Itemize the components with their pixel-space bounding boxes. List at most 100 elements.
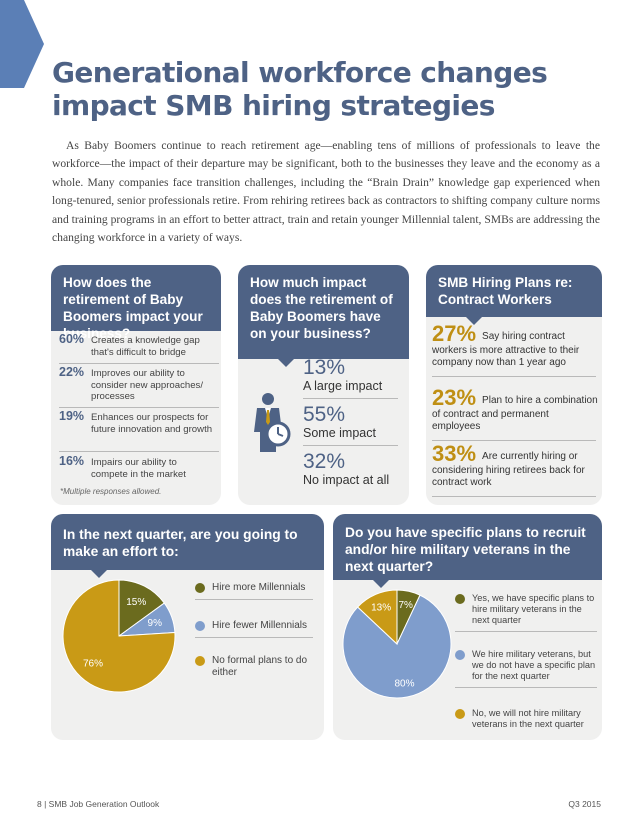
legend-item: Hire fewer Millennials [195, 620, 313, 638]
percent-value: 55% [303, 403, 346, 426]
legend-label: Hire fewer Millennials [212, 620, 308, 631]
panel-heading: In the next quarter, are you going to ma… [51, 514, 324, 578]
legend-swatch [195, 656, 205, 666]
item-text: Impairs our ability to compete in the ma… [91, 457, 186, 480]
impact-level-panel: How much impact does the retirement of B… [238, 265, 409, 505]
chart-title: In the next quarter, are you going to ma… [63, 527, 298, 559]
divider [59, 451, 219, 452]
legend-label: We hire military veterans, but we do not… [472, 649, 596, 681]
percent-value: 32% [303, 450, 346, 473]
legend-swatch [455, 650, 465, 660]
list-item: 60% Creates a knowledge gap that's diffi… [59, 332, 219, 364]
panel-heading: How does the retirement of Baby Boomers … [51, 265, 221, 341]
item-text: Say hiring contract workers is more attr… [432, 331, 580, 369]
impact-label: A large impact [303, 379, 383, 393]
footer-date: Q3 2015 [568, 799, 601, 809]
panel-heading: Do you have specific plans to recruit an… [333, 514, 602, 588]
heading-pointer [278, 359, 294, 367]
legend-swatch [195, 583, 205, 593]
slice-label: 15% [126, 597, 146, 608]
percent-value: 33% [432, 441, 477, 466]
percent-value: 27% [432, 321, 477, 346]
item-text: Creates a knowledge gap that's difficult… [91, 335, 200, 358]
chart-title: Do you have specific plans to recruit an… [345, 525, 586, 574]
item-text: Enhances our prospects for future innova… [91, 412, 213, 435]
list-item: 23% Plan to hire a combination of contrac… [432, 387, 598, 441]
legend-item: No formal plans to do either [195, 655, 313, 679]
pie-slice [356, 589, 398, 646]
heading-pointer [466, 317, 482, 325]
divider [303, 398, 398, 399]
impact-item: 55% Some impact [303, 404, 398, 446]
divider [195, 599, 313, 600]
divider [59, 363, 219, 364]
item-text: Improves our ability to consider new app… [91, 368, 203, 402]
impact-item: 13% A large impact [303, 357, 398, 399]
pie-slice [342, 594, 452, 699]
heading-pointer [91, 570, 107, 578]
percent-value: 22% [59, 365, 85, 379]
legend-item: We hire military veterans, but we do not… [455, 649, 597, 688]
legend-swatch [455, 709, 465, 719]
panel-heading: SMB Hiring Plans re: Contract Workers [426, 265, 602, 325]
impact-item: 32% No impact at all [303, 450, 390, 488]
footer-page-info: 8 | SMB Job Generation Outlook [37, 799, 160, 809]
footnote: *Multiple responses allowed. [60, 487, 162, 496]
divider [455, 631, 597, 632]
millennials-pie-chart: 15%9% 76% [62, 579, 176, 693]
percent-value: 13% [303, 356, 346, 379]
contract-workers-heading: SMB Hiring Plans re: Contract Workers [438, 275, 573, 307]
percent-value: 16% [59, 454, 85, 468]
heading-pointer [373, 580, 389, 588]
legend-item: Hire more Millennials [195, 582, 313, 600]
corner-tab [0, 0, 44, 88]
slice-label: 80% [394, 678, 414, 689]
list-item: 16% Impairs our ability to compete in th… [59, 454, 215, 480]
list-item: 19% Enhances our prospects for future in… [59, 409, 219, 452]
panel-heading: How much impact does the retirement of B… [238, 265, 409, 367]
millennials-chart-panel: In the next quarter, are you going to ma… [51, 514, 324, 740]
divider [432, 375, 596, 377]
legend-swatch [455, 594, 465, 604]
title-line-1: Generational workforce changes [52, 56, 548, 89]
slice-label: 7% [398, 600, 413, 611]
title-line-2: impact SMB hiring strategies [52, 89, 495, 122]
impact-level-heading: How much impact does the retirement of B… [250, 275, 393, 341]
businessman-clock-icon [254, 393, 291, 452]
slice-label: 13% [371, 602, 391, 613]
contract-workers-panel: SMB Hiring Plans re: Contract Workers 27… [426, 265, 602, 505]
retirement-impact-heading: How does the retirement of Baby Boomers … [63, 275, 203, 341]
divider [432, 495, 596, 497]
page-title: Generational workforce changes impact SM… [52, 56, 612, 122]
list-item: 27% Say hiring contract workers is more a… [432, 323, 598, 377]
veterans-chart-panel: Do you have specific plans to recruit an… [333, 514, 602, 740]
list-item: 33% Are currently hiring or considering h… [432, 443, 598, 497]
item-text: Are currently hiring or considering hiri… [432, 451, 585, 489]
divider [195, 637, 313, 638]
intro-paragraph: As Baby Boomers continue to reach retire… [52, 139, 600, 245]
legend-swatch [195, 621, 205, 631]
legend-label: Yes, we have specific plans to hire mili… [472, 593, 595, 625]
slice-label: 9% [148, 618, 163, 629]
divider [59, 407, 219, 408]
legend-label: No formal plans to do either [212, 655, 308, 678]
percent-value: 19% [59, 409, 85, 423]
percent-value: 23% [432, 385, 477, 410]
legend-item: No, we will not hire military veterans i… [455, 708, 597, 730]
divider [432, 439, 596, 441]
item-text: Plan to hire a combination of contract a… [432, 395, 598, 433]
legend-label: No, we will not hire military veterans i… [472, 708, 584, 729]
veterans-pie-chart: 7% 80% 13% [342, 589, 452, 699]
impact-label: Some impact [303, 426, 376, 440]
legend-label: Hire more Millennials [212, 582, 306, 593]
retirement-impact-panel: How does the retirement of Baby Boomers … [51, 265, 221, 505]
impact-label: No impact at all [303, 473, 390, 487]
pie-slice [118, 579, 166, 637]
pie-slice [62, 579, 176, 693]
list-item: 22% Improves our ability to consider new… [59, 365, 219, 408]
slice-label: 76% [83, 659, 103, 670]
divider [455, 687, 597, 688]
percent-value: 60% [59, 332, 85, 346]
legend-item: Yes, we have specific plans to hire mili… [455, 593, 597, 632]
divider [303, 445, 398, 446]
